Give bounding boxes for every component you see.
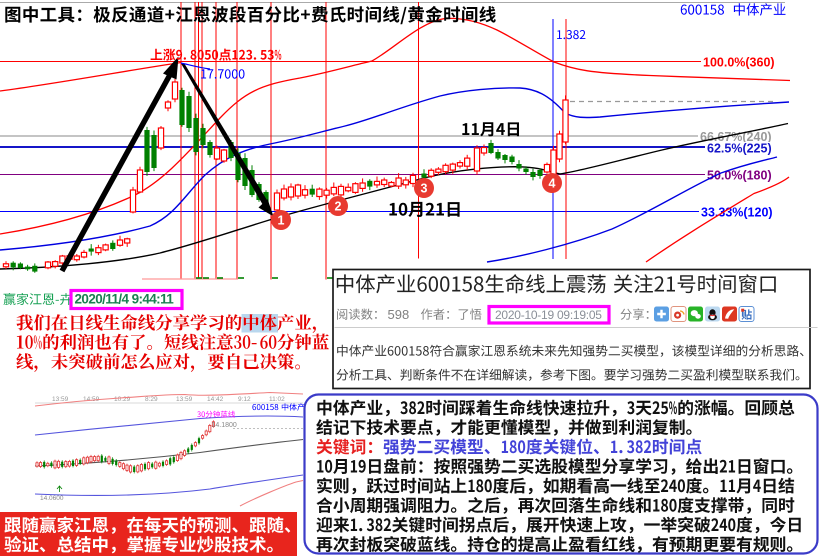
svg-text:14.1800: 14.1800 (212, 422, 237, 429)
svg-text:14.0600: 14.0600 (40, 495, 64, 502)
svg-text:10:29: 10:29 (114, 396, 131, 403)
svg-text:100.0%(360): 100.0%(360) (703, 56, 775, 70)
svg-text:13:59: 13:59 (52, 396, 69, 403)
svg-text:2: 2 (335, 200, 342, 214)
svg-text:8:29: 8:29 (145, 396, 158, 403)
svg-text:1: 1 (278, 214, 285, 228)
svg-text:598: 598 (388, 307, 410, 322)
svg-text:13:59: 13:59 (176, 396, 193, 403)
svg-text:14:59: 14:59 (83, 396, 100, 403)
svg-text:11:02: 11:02 (269, 396, 285, 403)
svg-text:2020/11/4 9:44:11: 2020/11/4 9:44:11 (75, 292, 175, 307)
svg-text:2020-10-19 09:19:05: 2020-10-19 09:19:05 (495, 308, 602, 322)
svg-text:9:12: 9:12 (238, 396, 251, 403)
svg-text:66.67%(240): 66.67%(240) (700, 130, 772, 144)
svg-text:62.5%(225): 62.5%(225) (707, 142, 772, 156)
svg-text:4: 4 (549, 177, 556, 191)
svg-text:3: 3 (421, 182, 428, 196)
svg-text:33.33%(120): 33.33%(120) (701, 206, 773, 220)
svg-text:14:42: 14:42 (207, 396, 224, 403)
